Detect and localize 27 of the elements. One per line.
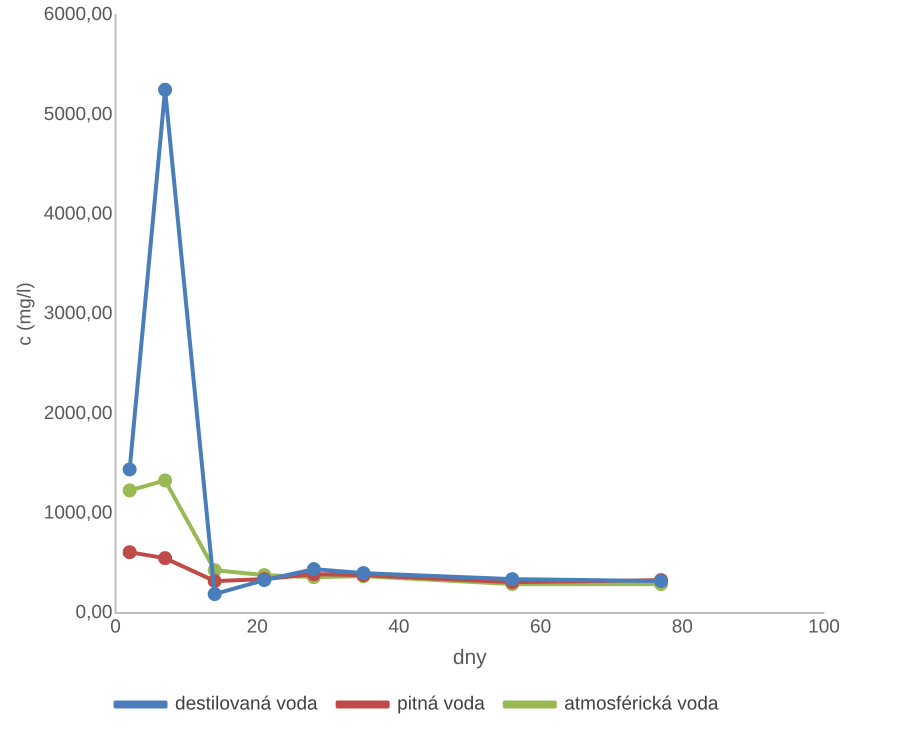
x-tick-label: 40 — [388, 616, 410, 638]
x-tick-label: 100 — [808, 616, 840, 638]
x-tick-label: 0 — [110, 616, 121, 638]
point — [158, 82, 172, 97]
legend-label: atmosférická voda — [564, 694, 719, 715]
y-tick-label: 2000,00 — [44, 402, 112, 424]
x-axis-title: dny — [452, 646, 488, 670]
y-tick-label: 5000,00 — [44, 104, 112, 125]
y-tick-label: 6000,00 — [44, 4, 112, 26]
point — [158, 473, 172, 488]
legend-label: pitná voda — [397, 694, 486, 715]
x-tick-label: 20 — [246, 616, 268, 638]
point — [158, 551, 172, 566]
point — [122, 483, 137, 498]
y-tick-label: 0,00 — [75, 602, 112, 624]
y-tick-label: 3000,00 — [44, 303, 112, 324]
x-tick-label: 80 — [672, 616, 693, 638]
point — [208, 587, 222, 602]
point — [122, 545, 137, 560]
legend-label: destilovaná voda — [175, 694, 318, 715]
y-tick-label: 1000,00 — [44, 502, 112, 524]
y-tick-label: 4000,00 — [44, 204, 112, 225]
point — [122, 462, 137, 476]
y-axis-title: c (mg/l) — [14, 282, 36, 346]
point — [505, 572, 520, 586]
point — [306, 562, 321, 576]
x-tick-label: 60 — [530, 616, 552, 638]
